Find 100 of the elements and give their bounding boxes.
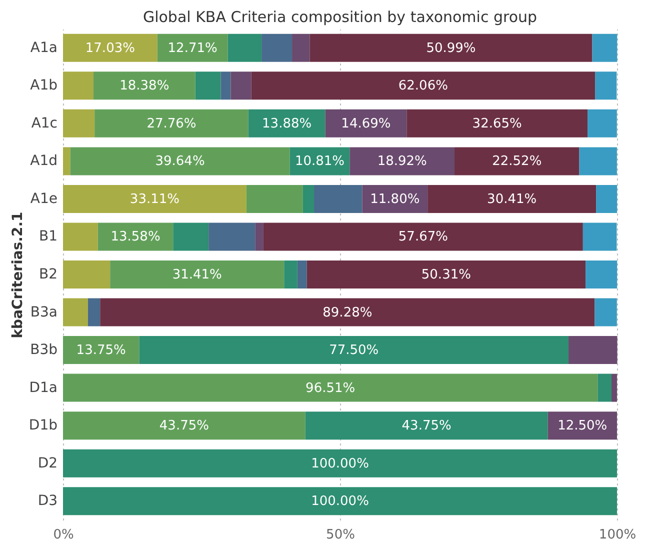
y-tick-label: D1b xyxy=(28,418,58,434)
bar xyxy=(110,260,284,288)
bar xyxy=(255,222,264,251)
data-label: 30.41% xyxy=(487,192,537,207)
bar xyxy=(314,184,362,213)
data-label: 17.03% xyxy=(85,40,135,56)
data-label: 12.71% xyxy=(168,40,218,56)
bar xyxy=(70,147,290,176)
y-tick-label: B3a xyxy=(30,304,58,320)
y-tick-label: D1a xyxy=(29,380,58,396)
data-label: 10.81% xyxy=(294,154,345,170)
data-label: 43.75% xyxy=(402,418,452,434)
bar xyxy=(88,298,100,326)
bar xyxy=(100,298,595,326)
y-tick-label: A1b xyxy=(30,78,58,94)
data-label: 39.64% xyxy=(155,154,205,170)
y-tick-label: D3 xyxy=(38,493,58,510)
bar xyxy=(595,72,617,100)
bar xyxy=(568,336,618,364)
data-label: 33.11% xyxy=(130,192,180,207)
bar xyxy=(325,109,407,138)
bar xyxy=(292,34,310,62)
data-label: 18.92% xyxy=(377,154,427,170)
data-label: 32.65% xyxy=(472,116,522,132)
bar xyxy=(406,109,588,138)
bar xyxy=(195,72,221,100)
data-label: 57.67% xyxy=(398,230,448,245)
y-tick-label: A1d xyxy=(30,153,58,170)
data-label: 96.51% xyxy=(306,380,356,396)
bar xyxy=(310,34,592,62)
data-label: 22.52% xyxy=(492,154,542,170)
data-label: 43.75% xyxy=(159,418,209,434)
bar xyxy=(139,336,569,364)
bar xyxy=(63,374,598,402)
bar xyxy=(63,449,617,478)
x-tick-label: 0% xyxy=(53,528,74,542)
y-tick-label: B3b xyxy=(30,342,58,358)
bar xyxy=(596,184,618,213)
bar xyxy=(263,222,583,251)
bar xyxy=(63,336,140,364)
data-label: 14.69% xyxy=(341,116,391,132)
data-label: 100.00% xyxy=(311,456,369,472)
data-label: 50.99% xyxy=(426,40,476,56)
bar xyxy=(173,222,209,251)
bar xyxy=(612,374,618,402)
bar xyxy=(93,72,196,100)
data-label: 31.41% xyxy=(172,268,222,282)
data-label: 62.06% xyxy=(398,78,448,94)
bar xyxy=(594,298,617,326)
bar xyxy=(63,34,158,62)
bar xyxy=(63,412,306,440)
bar xyxy=(63,72,94,100)
x-tick-label: 50% xyxy=(326,528,355,542)
data-label: 11.80% xyxy=(370,192,420,207)
y-tick-label: A1a xyxy=(30,40,58,56)
y-tick-label: A1c xyxy=(31,115,58,132)
bar xyxy=(157,34,228,62)
data-label: 100.00% xyxy=(311,494,369,510)
bar xyxy=(220,72,231,100)
data-label: 77.50% xyxy=(329,343,379,358)
bar xyxy=(302,184,314,213)
bar xyxy=(592,34,618,62)
bar xyxy=(208,222,256,251)
bar xyxy=(305,412,548,440)
bar xyxy=(63,222,98,251)
data-label: 13.58% xyxy=(110,230,160,245)
bar xyxy=(248,109,326,138)
y-tick-label: A1e xyxy=(30,190,58,207)
bar xyxy=(262,34,292,62)
x-tick-label: 100% xyxy=(598,528,636,542)
data-label: 50.31% xyxy=(421,268,471,282)
bar xyxy=(63,260,110,288)
y-tick-label: D2 xyxy=(38,455,58,472)
bar xyxy=(63,109,95,138)
data-label: 89.28% xyxy=(322,305,372,320)
bar xyxy=(251,72,596,100)
data-label: 18.38% xyxy=(120,78,170,94)
bar xyxy=(230,72,252,100)
bar xyxy=(297,260,307,288)
data-label: 27.76% xyxy=(146,116,196,132)
data-label: 13.88% xyxy=(262,116,312,132)
y-tick-label: B2 xyxy=(38,266,58,282)
bar xyxy=(598,374,612,402)
data-label: 13.75% xyxy=(76,343,126,358)
bar xyxy=(350,147,455,176)
bar xyxy=(94,109,248,138)
bar xyxy=(454,147,580,176)
data-label: 12.50% xyxy=(558,418,608,434)
y-tick-label: B1 xyxy=(38,228,58,245)
bar xyxy=(588,109,617,138)
bar xyxy=(548,412,617,440)
bar xyxy=(63,184,246,213)
bar xyxy=(582,222,617,251)
bar xyxy=(98,222,174,251)
bar xyxy=(63,487,617,516)
bar xyxy=(586,260,618,288)
bar xyxy=(63,147,70,176)
bar xyxy=(63,298,88,326)
bar xyxy=(246,184,303,213)
bar xyxy=(284,260,298,288)
